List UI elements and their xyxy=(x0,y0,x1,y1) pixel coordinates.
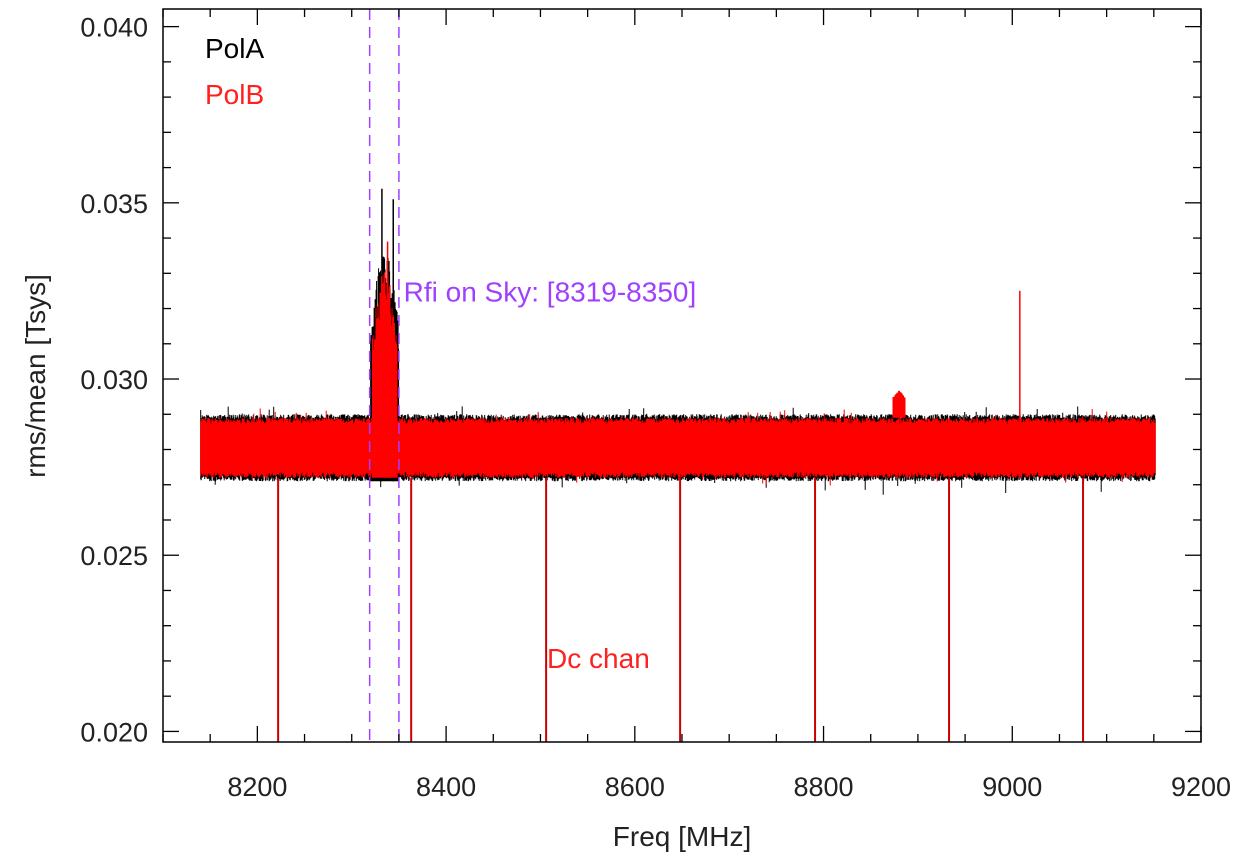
y-tick-label: 0.025 xyxy=(80,541,148,571)
x-tick-label: 9000 xyxy=(982,772,1042,802)
rfi-annotation: Rfi on Sky: [8319-8350] xyxy=(404,276,697,307)
data-layer xyxy=(201,9,1155,742)
x-axis-title: Freq [MHz] xyxy=(613,821,751,852)
y-axis-title: rms/mean [Tsys] xyxy=(20,274,51,478)
axis-ticks xyxy=(163,9,1201,742)
legend-label-pola: PolA xyxy=(205,33,264,64)
plot-area xyxy=(163,9,1201,742)
x-tick-label: 8600 xyxy=(605,772,665,802)
y-tick-label: 0.035 xyxy=(80,189,148,219)
x-tick-label: 8400 xyxy=(416,772,476,802)
series-trace-polb xyxy=(201,409,1155,486)
x-tick-labels: 8200 8400 8600 8800 9000 9200 xyxy=(227,772,1231,802)
y-tick-label: 0.040 xyxy=(80,13,148,43)
bump-polb xyxy=(893,391,905,418)
y-tick-label: 0.020 xyxy=(80,717,148,747)
legend-label-polb: PolB xyxy=(205,79,264,110)
dc-channel-annotation: Dc chan xyxy=(547,643,650,674)
x-tick-label: 8800 xyxy=(794,772,854,802)
y-tick-labels: 0.020 0.025 0.030 0.035 0.040 xyxy=(80,13,148,748)
plot-frame xyxy=(163,9,1201,742)
x-tick-label: 8200 xyxy=(227,772,287,802)
legend: PolA PolB xyxy=(205,33,264,110)
x-tick-label: 9200 xyxy=(1171,772,1231,802)
y-tick-label: 0.030 xyxy=(80,365,148,395)
